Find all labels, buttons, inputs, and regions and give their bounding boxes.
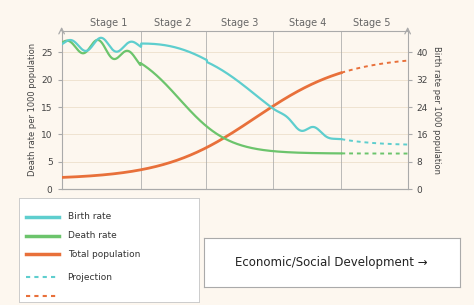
Text: Death rate: Death rate bbox=[68, 231, 116, 240]
Text: Economic/Social Development →: Economic/Social Development → bbox=[236, 256, 428, 269]
Text: Total population: Total population bbox=[68, 250, 140, 259]
Y-axis label: Death rate per 1000 population: Death rate per 1000 population bbox=[28, 43, 37, 176]
Text: Birth rate: Birth rate bbox=[68, 212, 111, 221]
Text: Projection: Projection bbox=[68, 273, 113, 282]
Y-axis label: Birth rate per 1000 population: Birth rate per 1000 population bbox=[432, 46, 441, 174]
